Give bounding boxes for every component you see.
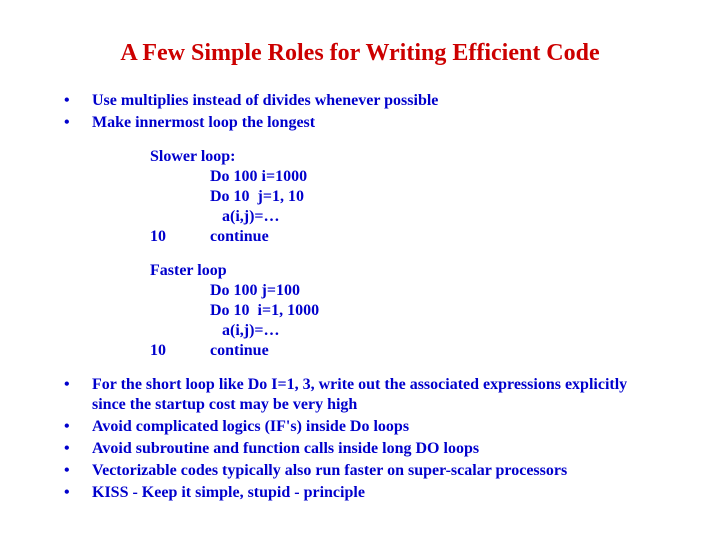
code-body: Do 100 i=1000 Do 10 j=1, 10 a(i,j)=… xyxy=(150,167,660,227)
code-footer: 10 continue xyxy=(150,341,660,361)
code-header: Slower loop: xyxy=(150,147,660,167)
code-label: 10 xyxy=(150,227,210,247)
bullet-icon: • xyxy=(60,461,92,481)
bullet-text: KISS - Keep it simple, stupid - principl… xyxy=(92,483,660,503)
bullet-text: Avoid subroutine and function calls insi… xyxy=(92,439,660,459)
list-item: • Make innermost loop the longest xyxy=(60,113,660,133)
list-item: • Use multiplies instead of divides when… xyxy=(60,91,660,111)
bullet-text: Make innermost loop the longest xyxy=(92,113,660,133)
code-footer: 10 continue xyxy=(150,227,660,247)
faster-loop-block: Faster loop Do 100 j=100 Do 10 i=1, 1000… xyxy=(150,261,660,361)
slide-title: A Few Simple Roles for Writing Efficient… xyxy=(60,40,660,67)
bullet-text: For the short loop like Do I=1, 3, write… xyxy=(92,375,660,415)
list-item: • Avoid complicated logics (IF's) inside… xyxy=(60,417,660,437)
code-body: Do 100 j=100 Do 10 i=1, 1000 a(i,j)=… xyxy=(150,281,660,341)
bullet-icon: • xyxy=(60,375,92,395)
bullet-icon: • xyxy=(60,417,92,437)
code-continue: continue xyxy=(210,341,269,361)
bullet-text: Vectorizable codes typically also run fa… xyxy=(92,461,660,481)
list-item: • For the short loop like Do I=1, 3, wri… xyxy=(60,375,660,415)
bullet-text: Avoid complicated logics (IF's) inside D… xyxy=(92,417,660,437)
code-label: 10 xyxy=(150,341,210,361)
bullet-icon: • xyxy=(60,483,92,503)
code-line: Do 10 i=1, 1000 xyxy=(210,301,660,321)
code-line: Do 100 i=1000 xyxy=(210,167,660,187)
slide: A Few Simple Roles for Writing Efficient… xyxy=(0,0,720,525)
code-line: Do 10 j=1, 10 xyxy=(210,187,660,207)
list-item: • Vectorizable codes typically also run … xyxy=(60,461,660,481)
code-continue: continue xyxy=(210,227,269,247)
bullet-text: Use multiplies instead of divides whenev… xyxy=(92,91,660,111)
code-line: Do 100 j=100 xyxy=(210,281,660,301)
list-item: • Avoid subroutine and function calls in… xyxy=(60,439,660,459)
code-header: Faster loop xyxy=(150,261,660,281)
code-line: a(i,j)=… xyxy=(210,321,660,341)
bullet-icon: • xyxy=(60,113,92,133)
slower-loop-block: Slower loop: Do 100 i=1000 Do 10 j=1, 10… xyxy=(150,147,660,247)
bullet-icon: • xyxy=(60,439,92,459)
bullet-icon: • xyxy=(60,91,92,111)
list-item: • KISS - Keep it simple, stupid - princi… xyxy=(60,483,660,503)
code-line: a(i,j)=… xyxy=(210,207,660,227)
bottom-bullet-list: • For the short loop like Do I=1, 3, wri… xyxy=(60,375,660,503)
top-bullet-list: • Use multiplies instead of divides when… xyxy=(60,91,660,133)
